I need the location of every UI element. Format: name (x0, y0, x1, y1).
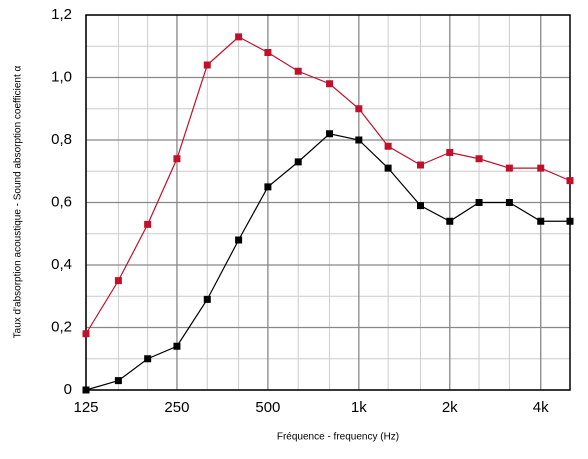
y-tick-label: 0,4 (51, 256, 72, 273)
data-point (537, 164, 545, 172)
data-point (446, 149, 454, 156)
y-tick-label: 0 (64, 381, 72, 398)
data-point (566, 177, 574, 185)
y-tick-label: 1,0 (51, 68, 72, 85)
data-point (264, 183, 272, 191)
data-point (326, 80, 334, 88)
data-point (446, 217, 454, 225)
y-tick-label: 1,2 (51, 6, 72, 23)
data-point (355, 136, 363, 144)
data-point (114, 277, 122, 285)
plot-frame (85, 14, 571, 391)
data-point (475, 199, 483, 206)
data-point (417, 202, 425, 210)
data-point (264, 49, 272, 56)
data-point (505, 199, 513, 206)
data-point (505, 164, 513, 172)
y-tick-label: 0,6 (51, 193, 72, 210)
y-axis-label: Taux d'absorption acoustique - Sound abs… (13, 65, 24, 338)
data-point (537, 217, 545, 225)
x-tick-label: 500 (255, 399, 280, 416)
data-point (384, 142, 392, 150)
y-tick-label: 0,8 (51, 131, 72, 148)
data-point (235, 236, 243, 244)
data-point (173, 155, 181, 163)
x-tick-label: 2k (442, 399, 458, 416)
x-axis-label: Fréquence - frequency (Hz) (277, 432, 399, 443)
data-point (294, 67, 302, 75)
data-point (203, 61, 211, 69)
x-tick-label: 250 (164, 399, 189, 416)
data-point (82, 386, 90, 394)
data-point (144, 355, 152, 363)
data-point (294, 158, 302, 166)
data-point (326, 130, 334, 138)
data-point (82, 330, 90, 338)
series-line (85, 133, 570, 391)
data-point (203, 295, 211, 303)
data-point (355, 105, 363, 113)
data-point (173, 342, 181, 350)
data-point (384, 164, 392, 172)
data-point (417, 161, 425, 169)
data-point (144, 220, 152, 228)
data-point (235, 33, 243, 41)
x-tick-label: 1k (351, 399, 367, 416)
data-point (566, 217, 574, 225)
x-tick-label: 4k (533, 399, 549, 416)
data-point (475, 155, 483, 163)
y-tick-label: 0,2 (51, 318, 72, 335)
data-point (114, 377, 122, 385)
x-tick-label: 125 (73, 399, 98, 416)
